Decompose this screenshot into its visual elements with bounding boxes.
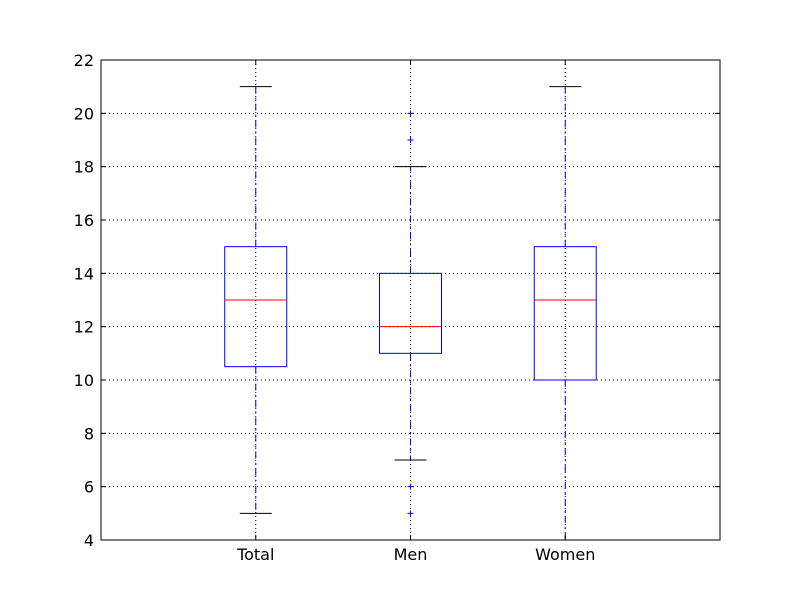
box-women [533, 86, 597, 540]
y-tick-label: 18 [74, 158, 94, 177]
x-tick-label-men: Men [394, 545, 428, 564]
y-tick-label: 4 [84, 531, 94, 550]
y-tick-label: 22 [74, 51, 94, 70]
iqr-box [224, 246, 288, 368]
boxes [224, 86, 597, 540]
iqr-box [533, 246, 597, 381]
y-tick-label: 12 [74, 318, 94, 337]
box-total [224, 86, 288, 514]
outlier-marker [407, 110, 414, 117]
outlier-marker [407, 510, 414, 517]
y-tick-label: 20 [74, 104, 94, 123]
outlier-marker [407, 483, 414, 490]
x-tick-label-women: Women [535, 545, 595, 564]
axis-ticks: 4 6 8 10 12 14 16 18 20 22 Total Men Women [74, 51, 720, 564]
y-tick-label: 14 [74, 264, 94, 283]
box-men [379, 110, 442, 517]
iqr-box [379, 272, 442, 354]
x-tick-label-total: Total [236, 545, 274, 564]
y-tick-label: 8 [84, 424, 94, 443]
y-tick-label: 10 [74, 371, 94, 390]
y-tick-label: 16 [74, 211, 94, 230]
outlier-marker [407, 137, 414, 143]
y-tick-label: 6 [84, 478, 94, 497]
